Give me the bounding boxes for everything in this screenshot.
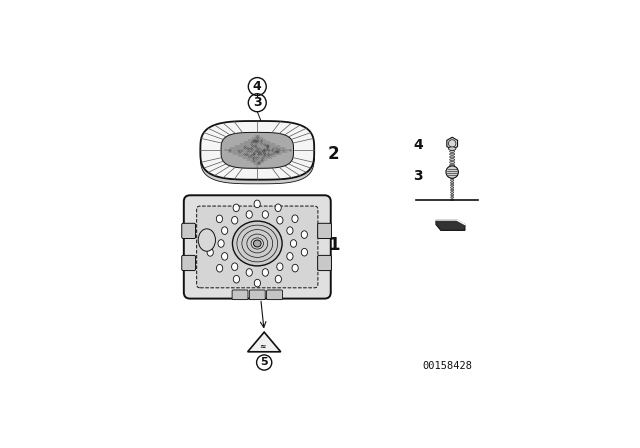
Ellipse shape [262, 269, 268, 276]
FancyBboxPatch shape [182, 255, 196, 271]
FancyBboxPatch shape [184, 195, 331, 299]
Ellipse shape [254, 279, 260, 287]
Polygon shape [248, 332, 281, 352]
Ellipse shape [262, 211, 268, 218]
Ellipse shape [233, 204, 239, 211]
Ellipse shape [451, 189, 454, 191]
FancyBboxPatch shape [267, 290, 282, 300]
Polygon shape [436, 220, 465, 230]
Ellipse shape [449, 151, 455, 152]
Text: 4: 4 [413, 138, 423, 152]
Ellipse shape [449, 147, 456, 151]
Ellipse shape [276, 216, 283, 224]
Ellipse shape [449, 159, 455, 161]
Ellipse shape [276, 263, 283, 271]
FancyBboxPatch shape [196, 206, 318, 288]
FancyBboxPatch shape [317, 255, 332, 271]
Text: 4: 4 [253, 80, 262, 93]
Ellipse shape [451, 177, 454, 179]
Circle shape [446, 166, 458, 178]
Ellipse shape [254, 200, 260, 208]
Ellipse shape [207, 231, 213, 239]
Polygon shape [200, 121, 314, 180]
Ellipse shape [301, 248, 307, 256]
Ellipse shape [216, 215, 223, 223]
Ellipse shape [451, 187, 454, 189]
Ellipse shape [221, 253, 228, 260]
Ellipse shape [449, 156, 455, 158]
Ellipse shape [451, 196, 454, 198]
Ellipse shape [253, 240, 261, 247]
Ellipse shape [449, 164, 455, 166]
Ellipse shape [218, 240, 224, 247]
Ellipse shape [207, 249, 213, 256]
Text: 2: 2 [328, 145, 340, 163]
Text: 3: 3 [413, 169, 423, 183]
Polygon shape [200, 148, 314, 184]
Ellipse shape [451, 192, 454, 193]
Ellipse shape [291, 240, 296, 247]
Ellipse shape [451, 199, 454, 201]
Ellipse shape [449, 167, 455, 169]
Ellipse shape [246, 211, 252, 218]
FancyBboxPatch shape [182, 223, 196, 238]
FancyBboxPatch shape [232, 290, 248, 300]
Ellipse shape [287, 253, 293, 260]
Ellipse shape [246, 269, 252, 276]
Polygon shape [221, 133, 294, 168]
Ellipse shape [232, 263, 238, 271]
FancyBboxPatch shape [317, 223, 332, 238]
Polygon shape [447, 137, 458, 150]
Ellipse shape [221, 227, 228, 234]
Ellipse shape [451, 194, 454, 196]
Ellipse shape [292, 264, 298, 272]
Ellipse shape [449, 161, 455, 164]
Ellipse shape [198, 229, 216, 251]
Ellipse shape [292, 215, 298, 223]
Ellipse shape [232, 221, 282, 266]
Text: $\mathbf{\approx}$: $\mathbf{\approx}$ [258, 341, 267, 350]
Ellipse shape [275, 276, 282, 283]
Ellipse shape [451, 182, 454, 184]
Ellipse shape [232, 216, 238, 224]
Text: 1: 1 [328, 236, 339, 254]
Ellipse shape [301, 231, 307, 238]
Text: 3: 3 [253, 96, 262, 109]
Ellipse shape [451, 184, 454, 186]
Ellipse shape [216, 264, 223, 272]
Ellipse shape [451, 180, 454, 181]
Ellipse shape [275, 204, 281, 211]
Ellipse shape [449, 153, 455, 155]
Ellipse shape [287, 227, 293, 234]
FancyBboxPatch shape [250, 290, 265, 300]
Text: 5: 5 [260, 358, 268, 367]
Text: 00158428: 00158428 [422, 361, 472, 371]
Ellipse shape [234, 276, 239, 283]
